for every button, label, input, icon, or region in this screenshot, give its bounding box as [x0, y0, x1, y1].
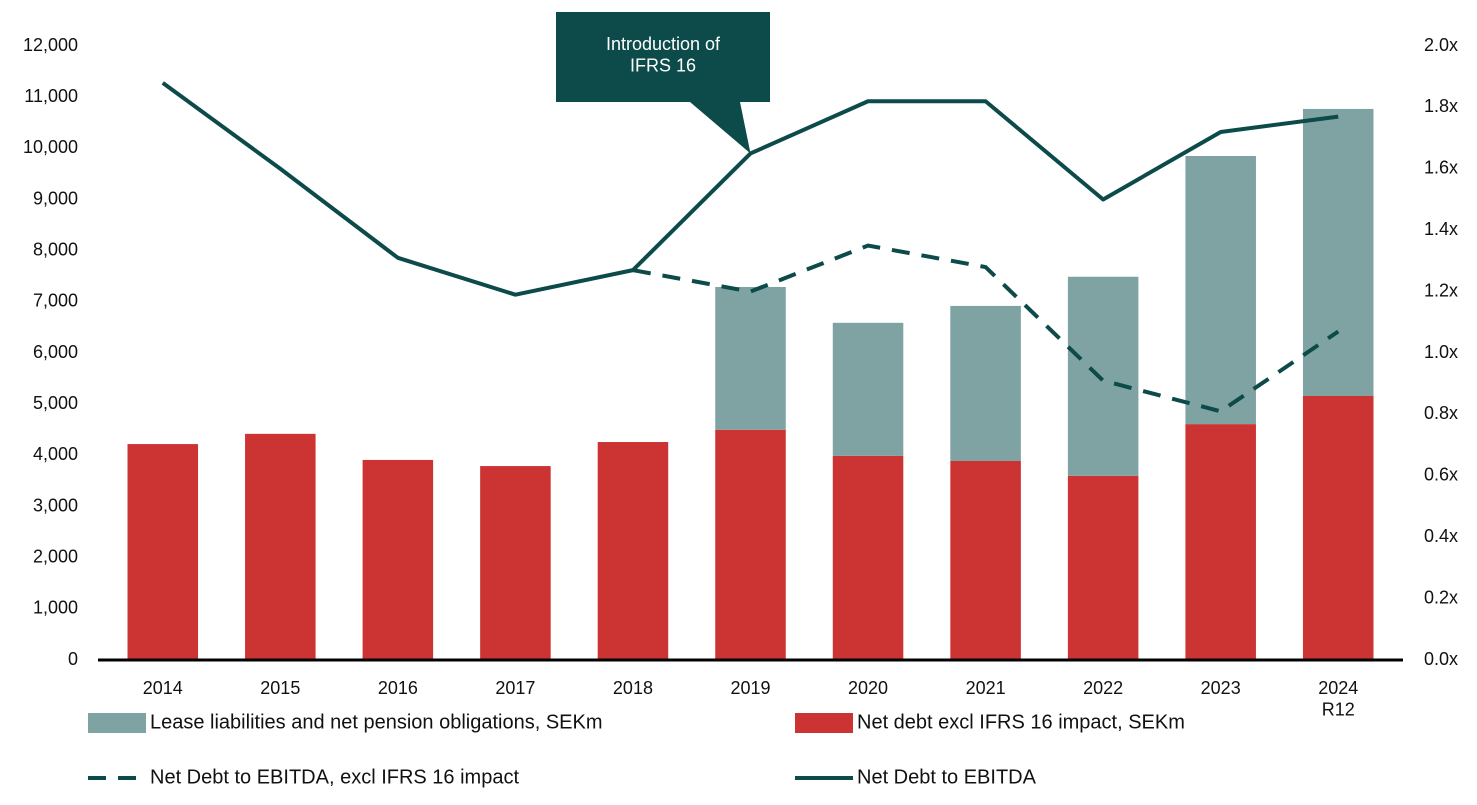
x-tick-label: 2018 [613, 678, 653, 698]
y-tick-label: 3,000 [33, 495, 78, 515]
y2-tick-label: 2.0x [1424, 35, 1458, 55]
y-tick-label: 9,000 [33, 188, 78, 208]
y2-tick-label: 0.2x [1424, 587, 1458, 607]
y2-tick-label: 0.8x [1424, 403, 1458, 423]
legend-label: Net debt excl IFRS 16 impact, SEKm [857, 711, 1185, 733]
y-tick-label: 1,000 [33, 598, 78, 618]
bar [362, 459, 434, 660]
x-tick-label: 2015 [260, 678, 300, 698]
x-tick-label: 2019 [730, 678, 770, 698]
legend-label: Net Debt to EBITDA, excl IFRS 16 impact [150, 766, 519, 788]
x-tick-label: 2020 [848, 678, 888, 698]
legend-label: Net Debt to EBITDA [857, 766, 1037, 788]
bar [715, 286, 786, 430]
x-tick-label: 2024 R12 [1318, 678, 1358, 720]
line-series [632, 243, 1340, 414]
x-tick-label: 2022 [1083, 678, 1123, 698]
x-tick-label: 2014 [143, 678, 183, 698]
x-tick-label: 2023 [1201, 678, 1241, 698]
annotation-text: Introduction of IFRS 16 [606, 34, 721, 76]
x-tick-label: 2017 [495, 678, 535, 698]
y2-tick-label: 1.8x [1424, 96, 1458, 116]
bar [1185, 424, 1256, 660]
legend-label: Lease liabilities and net pension obliga… [150, 711, 603, 733]
y-tick-label: 0 [68, 649, 78, 669]
legend-swatch [795, 713, 853, 733]
x-tick-label: 2021 [966, 678, 1006, 698]
y-tick-label: 8,000 [33, 239, 78, 259]
annotation-box [556, 12, 770, 154]
bar [832, 322, 904, 456]
y2-tick-label: 1.6x [1424, 158, 1458, 178]
y-tick-label: 7,000 [33, 291, 78, 311]
y2-tick-label: 0.4x [1424, 526, 1458, 546]
y-tick-label: 5,000 [33, 393, 78, 413]
bar [715, 429, 786, 660]
bar [245, 433, 316, 660]
y-tick-label: 6,000 [33, 342, 78, 362]
line-series [161, 81, 1339, 297]
bar [832, 455, 904, 660]
bar [1302, 395, 1374, 660]
x-tick-label: 2016 [378, 678, 418, 698]
y2-tick-label: 1.0x [1424, 342, 1458, 362]
y-tick-label: 11,000 [24, 86, 78, 106]
bar [480, 466, 551, 660]
bar [1067, 276, 1139, 476]
y2-tick-label: 0.6x [1424, 465, 1458, 485]
bar [597, 442, 669, 660]
y-tick-label: 12,000 [23, 35, 78, 55]
legend-swatch [88, 713, 146, 733]
y2-tick-label: 1.4x [1424, 219, 1458, 239]
bar [1302, 108, 1374, 396]
bar [950, 460, 1021, 660]
y2-tick-label: 0.0x [1424, 649, 1458, 669]
bar [950, 305, 1021, 461]
bar [1067, 475, 1139, 660]
bar [127, 444, 199, 660]
y-tick-label: 10,000 [23, 137, 78, 157]
y-tick-label: 2,000 [33, 546, 78, 566]
y-tick-label: 4,000 [33, 444, 78, 464]
bar [1185, 156, 1256, 425]
y2-tick-label: 1.2x [1424, 280, 1458, 300]
